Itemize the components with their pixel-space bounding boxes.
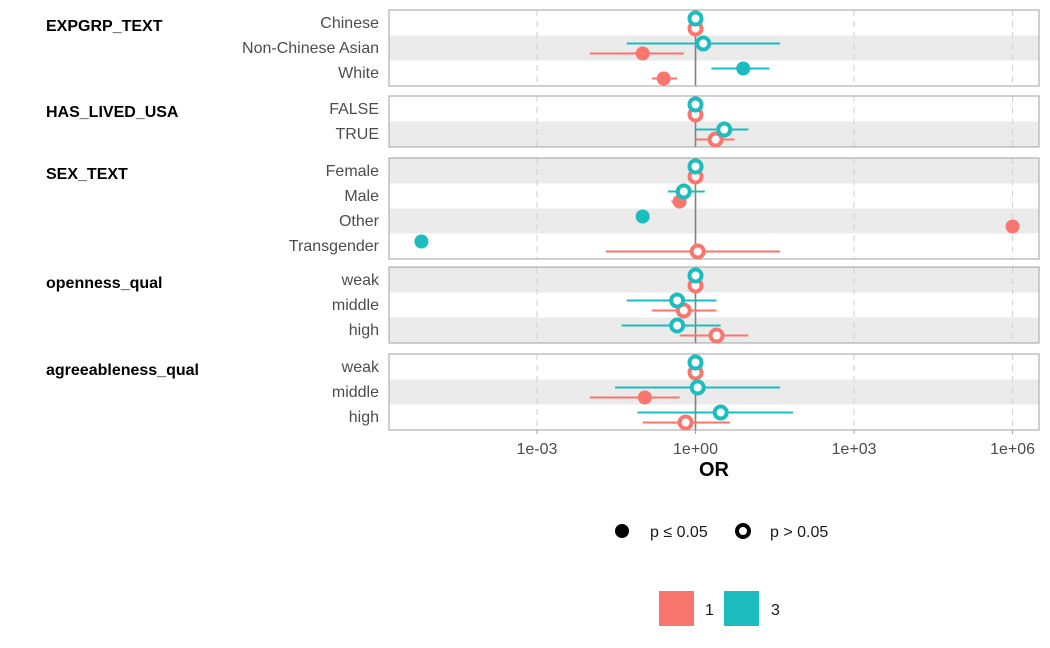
- x-tick-label: 1e+06: [990, 441, 1035, 458]
- point-nonsignificant: [669, 317, 686, 334]
- point-nonsignificant: [712, 404, 729, 421]
- point-nonsignificant: [707, 131, 724, 148]
- legend-swatch-series-3: [724, 591, 759, 626]
- row-label: high: [349, 409, 379, 426]
- x-axis-title: OR: [699, 459, 730, 481]
- point-nonsignificant: [708, 327, 725, 344]
- point-nonsignificant: [687, 158, 704, 175]
- point-nonsignificant: [689, 243, 706, 260]
- panel-border: [388, 353, 1040, 431]
- row-label: weak: [341, 359, 380, 376]
- row-band: [389, 158, 1039, 184]
- panel-sex-text: SEX_TEXT Female Male Other Transgender: [46, 157, 1040, 260]
- row-band: [389, 267, 1039, 293]
- row-label: Transgender: [289, 238, 380, 255]
- significance-legend: p ≤ 0.05 p > 0.05: [615, 523, 828, 541]
- panel-has-lived-usa: HAS_LIVED_USA FALSE TRUE: [46, 95, 1040, 148]
- row-label: high: [349, 322, 379, 339]
- row-band: [389, 35, 1039, 61]
- legend-swatch-series-1: [659, 591, 694, 626]
- point-nonsignificant: [716, 121, 733, 138]
- point-significant: [637, 390, 652, 405]
- point-nonsignificant: [687, 267, 704, 284]
- panel-expgrp-text: EXPGRP_TEXT Chinese Non-Chinese Asian White: [46, 9, 1040, 87]
- group-title: HAS_LIVED_USA: [46, 104, 179, 121]
- panel-openness-qual: openness_qual weak middle high: [46, 266, 1040, 344]
- legend-open-circle-icon: [735, 523, 751, 539]
- row-label: Chinese: [320, 15, 379, 32]
- point-nonsignificant: [677, 414, 694, 431]
- point-nonsignificant: [689, 379, 706, 396]
- legend-label-series-1: 1: [705, 602, 714, 619]
- legend-filled-label: p ≤ 0.05: [650, 524, 708, 541]
- panel-border: [388, 9, 1040, 87]
- point-significant: [635, 46, 650, 61]
- row-label: middle: [332, 297, 379, 314]
- legend-filled-circle-icon: [615, 524, 629, 538]
- panel-agreeableness-qual: agreeableness_qual weak middle high: [46, 353, 1040, 431]
- x-tick-label: 1e+03: [832, 441, 877, 458]
- panel-border: [388, 157, 1040, 260]
- point-nonsignificant: [695, 35, 712, 52]
- x-axis: 1e-03 1e+00 1e+03 1e+06: [517, 430, 1035, 458]
- series-legend: 1 3: [659, 591, 780, 626]
- point-nonsignificant: [687, 354, 704, 371]
- point-nonsignificant: [669, 292, 686, 309]
- point-nonsignificant: [687, 96, 704, 113]
- group-title: agreeableness_qual: [46, 362, 199, 379]
- legend-open-label: p > 0.05: [770, 524, 828, 541]
- x-tick-label: 1e+00: [673, 441, 718, 458]
- row-label: Female: [326, 163, 379, 180]
- row-label: White: [338, 65, 379, 82]
- row-label: Other: [339, 213, 380, 230]
- row-label: Male: [344, 188, 379, 205]
- group-title: openness_qual: [46, 275, 162, 292]
- row-band: [389, 208, 1039, 234]
- x-tick-label: 1e-03: [517, 441, 558, 458]
- point-significant: [414, 234, 429, 249]
- row-label: middle: [332, 384, 379, 401]
- row-label: weak: [341, 272, 380, 289]
- point-nonsignificant: [675, 183, 692, 200]
- legend-label-series-3: 3: [771, 602, 780, 619]
- point-nonsignificant: [687, 10, 704, 27]
- point-significant: [656, 71, 671, 86]
- row-label: Non-Chinese Asian: [242, 40, 379, 57]
- point-significant: [736, 61, 751, 76]
- facet-panels: EXPGRP_TEXT Chinese Non-Chinese Asian White…: [46, 9, 1040, 431]
- point-significant: [635, 209, 650, 224]
- point-significant: [1005, 219, 1020, 234]
- row-band: [389, 379, 1039, 405]
- row-label: TRUE: [335, 126, 379, 143]
- group-title: SEX_TEXT: [46, 166, 128, 183]
- row-label: FALSE: [329, 101, 379, 118]
- group-title: EXPGRP_TEXT: [46, 18, 163, 35]
